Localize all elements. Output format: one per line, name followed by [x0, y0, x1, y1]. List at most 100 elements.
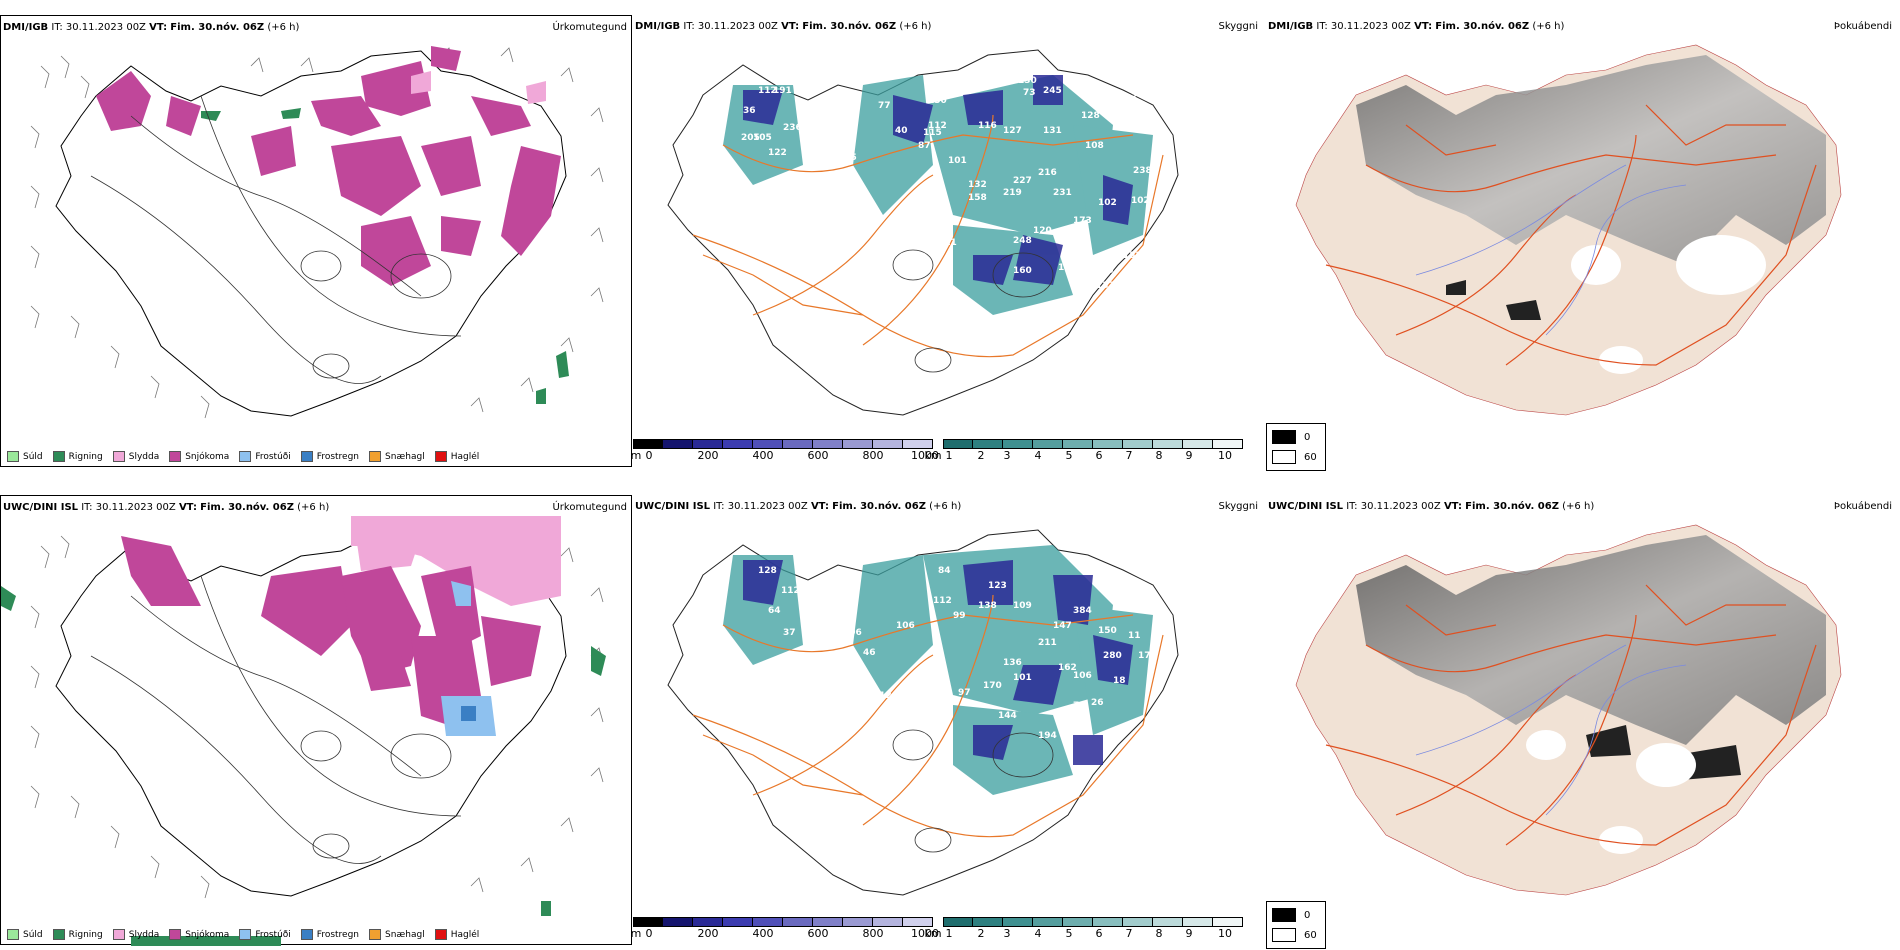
- map-value: 130: [1018, 76, 1037, 86]
- map-value: 101: [1013, 673, 1032, 683]
- colorbar-swatch: [663, 439, 693, 449]
- legend-item: Snæhagl: [369, 929, 425, 940]
- visibility-swatches: [943, 439, 1243, 449]
- map-value: 111: [938, 238, 957, 248]
- colorbar-swatch: [873, 439, 903, 449]
- map-value: 219: [1003, 188, 1022, 198]
- map-value: 101: [948, 156, 967, 166]
- panel-title: DMI/IGB IT: 30.11.2023 00Z VT: Fim. 30.n…: [3, 22, 300, 33]
- map-value: 112: [781, 586, 800, 596]
- map-value: 112: [758, 86, 777, 96]
- visibility-tick: 2: [977, 927, 985, 940]
- map-value: 123: [988, 581, 1007, 591]
- colorbar-swatch: [973, 439, 1003, 449]
- legend-item: Frostúði: [239, 929, 291, 940]
- colorbar-swatch: [943, 917, 973, 927]
- legend-item: Slydda: [112, 929, 159, 940]
- map-value: 64: [768, 606, 781, 616]
- visibility-map: 128 112 64 37 106 109 46 106 112 99 84 1…: [667, 529, 1179, 896]
- map-value: 122: [768, 148, 787, 158]
- map-value: 205: [741, 133, 760, 143]
- map-value: 46: [863, 648, 876, 658]
- colorbar-swatch: [1093, 439, 1123, 449]
- visibility-tick: 10: [1218, 449, 1232, 462]
- map-value: 173: [1073, 216, 1092, 226]
- map-value: 78: [1115, 576, 1128, 586]
- colorbar-swatch: [1063, 439, 1093, 449]
- colorbar-swatch: [753, 917, 783, 927]
- map-value: 17: [1138, 651, 1151, 661]
- map-value: 147: [1053, 621, 1072, 631]
- map-value: 26: [1091, 698, 1104, 708]
- cloud-base-tick: 0: [645, 449, 653, 462]
- visibility-tick: 2: [977, 449, 985, 462]
- map-value: 144: [998, 711, 1017, 721]
- colorbar-swatch: [783, 439, 813, 449]
- snow-areas: [96, 46, 561, 286]
- visibility-tick: 6: [1095, 927, 1103, 940]
- cloud-base-tick: 200: [697, 449, 719, 462]
- colorbar-swatch: [873, 917, 903, 927]
- map-value: 112: [928, 121, 947, 131]
- colorbar-swatch: [1213, 439, 1243, 449]
- map-value: 128: [758, 566, 777, 576]
- precip-map: [30, 46, 604, 419]
- map-value: 191: [773, 86, 792, 96]
- visibility-swatches: [943, 917, 1243, 927]
- rain-areas: [201, 108, 569, 404]
- map-value: 137: [1096, 281, 1115, 291]
- fog-legend: 0 60: [1266, 901, 1326, 949]
- cloud-base-swatches: [633, 917, 933, 927]
- colorbar-swatch: [1213, 917, 1243, 927]
- panel-title: UWC/DINI ISL IT: 30.11.2023 00Z VT: Fim.…: [3, 502, 330, 513]
- map-value: 37: [783, 628, 796, 638]
- map-value: 36: [743, 106, 756, 116]
- legend-item: Slydda: [112, 451, 159, 462]
- visibility-tick: 5: [1065, 927, 1073, 940]
- map-value: 107: [1058, 263, 1077, 273]
- map-value: 138: [978, 601, 997, 611]
- map-value: 73: [1023, 88, 1036, 98]
- map-value: 105: [753, 133, 772, 143]
- map-value: 162: [1058, 663, 1077, 673]
- map-value: 84: [938, 566, 951, 576]
- map-value: 216: [1038, 168, 1057, 178]
- fog-legend-label: 0: [1304, 431, 1311, 443]
- visibility-panel-uwc: UWC/DINI ISL IT: 30.11.2023 00Z VT: Fim.…: [631, 495, 1266, 945]
- legend-item: Snjókoma: [169, 451, 229, 462]
- map-value: 150: [928, 96, 947, 106]
- cloud-base-tick: 200: [697, 927, 719, 940]
- map-value: 238: [1133, 166, 1152, 176]
- fog-legend-label: 60: [1304, 929, 1317, 941]
- map-value: 78: [1078, 716, 1091, 726]
- map-value: 106: [896, 621, 915, 631]
- colorbar-swatch: [1153, 439, 1183, 449]
- panel-type-title: Skyggni: [1218, 21, 1258, 32]
- colorbar-swatch: [723, 439, 753, 449]
- cloud-base-tick: 1000: [911, 927, 939, 940]
- legend-item: Rigning: [52, 929, 103, 940]
- fog-map: [1295, 44, 1842, 416]
- legend-item: Rigning: [52, 451, 103, 462]
- map-value: 115: [923, 128, 942, 138]
- map-value: 131: [1043, 126, 1062, 136]
- map-value: 236: [783, 123, 802, 133]
- legend-item: Frostúði: [239, 451, 291, 462]
- map-value: 102: [1098, 198, 1117, 208]
- visibility-tick: 10: [1218, 927, 1232, 940]
- fog-legend-label: 0: [1304, 909, 1311, 921]
- visibility-unit: km: [924, 927, 942, 940]
- fog-legend: 0 60: [1266, 423, 1326, 471]
- legend-item: Súld: [7, 451, 43, 462]
- map-value: 211: [1038, 638, 1057, 648]
- map-value: 384: [1073, 606, 1092, 616]
- map-value: 77: [878, 101, 891, 111]
- panel-type-title: Úrkomutegund: [552, 22, 627, 33]
- map-value: 18: [1113, 676, 1126, 686]
- cloud-base-tick: 600: [807, 927, 829, 940]
- colorbar-swatch: [1033, 439, 1063, 449]
- cloud-base-tick: 0: [645, 927, 653, 940]
- map-value: 106: [843, 628, 862, 638]
- map-value: 116: [978, 121, 997, 131]
- panel-title: DMI/IGB IT: 30.11.2023 00Z VT: Fim. 30.n…: [1268, 21, 1565, 32]
